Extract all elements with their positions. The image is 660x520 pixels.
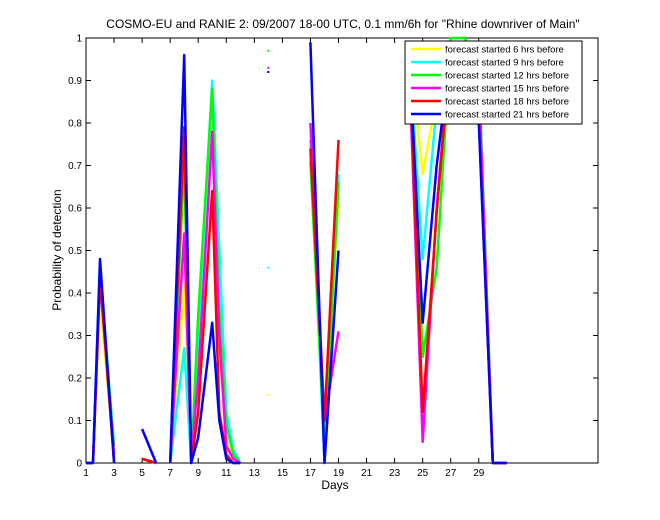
x-tick-label: 5 — [139, 468, 145, 479]
x-tick-label: 29 — [473, 468, 485, 479]
y-tick-label: 0.1 — [68, 416, 82, 427]
y-tick-label: 1 — [76, 34, 82, 45]
x-tick-label: 19 — [333, 468, 345, 479]
legend-box — [404, 40, 583, 125]
series-point — [267, 266, 270, 269]
y-axis-label: Probability of detection — [50, 189, 64, 310]
x-tick-label: 15 — [277, 468, 289, 479]
series-segment — [141, 457, 157, 465]
series-segment — [309, 139, 340, 422]
series-segment — [86, 257, 116, 465]
x-tick-label: 13 — [249, 468, 261, 479]
x-tick-label: 11 — [221, 468, 232, 479]
y-tick-label: 0.6 — [68, 204, 82, 215]
y-tick-label: 0 — [76, 459, 82, 470]
series-segment — [168, 53, 241, 465]
x-tick-label: 23 — [389, 468, 401, 479]
series-segment — [168, 130, 241, 465]
series-segment — [168, 79, 242, 465]
series-point — [267, 71, 270, 73]
chart-title: COSMO-EU and RANIE 2: 09/2007 18-00 UTC,… — [106, 17, 579, 31]
x-tick-label: 7 — [167, 468, 173, 479]
legend-entry: forecast started 9 hrs before — [445, 58, 564, 69]
y-tick-label: 0.4 — [68, 289, 82, 300]
x-tick-label: 9 — [195, 468, 201, 479]
legend-entry: forecast started 6 hrs before — [445, 45, 564, 56]
y-tick-label: 0.3 — [68, 331, 82, 342]
series-point — [267, 49, 270, 52]
x-tick-label: 1 — [83, 468, 89, 479]
legend-entry: forecast started 12 hrs before — [445, 71, 569, 82]
x-axis-label: Days — [321, 478, 348, 492]
x-tick-label: 27 — [445, 468, 457, 479]
x-tick-label: 25 — [417, 468, 429, 479]
y-tick-label: 0.8 — [68, 119, 82, 130]
y-tick-label: 0.9 — [68, 76, 82, 87]
y-tick-label: 0.7 — [68, 161, 82, 172]
series-segment — [140, 428, 158, 464]
series-segment — [309, 42, 340, 465]
series-point — [267, 66, 270, 69]
y-axis: 0 0.1 0.2 0.3 0.4 0.5 0.6 0.7 0.8 0.9 1 — [68, 34, 598, 470]
legend: forecast started 6 hrs before forecast st… — [404, 40, 583, 125]
legend-entry: forecast started 15 hrs before — [445, 84, 569, 95]
x-tick-label: 21 — [361, 468, 373, 479]
legend-entry: forecast started 18 hrs before — [445, 97, 569, 108]
series-point — [267, 394, 270, 396]
y-tick-label: 0.2 — [68, 374, 82, 385]
x-axis: 1 3 5 7 9 11 13 15 17 19 21 23 25 27 29 — [83, 38, 485, 479]
x-tick-label: 17 — [305, 468, 317, 479]
legend-entry: forecast started 21 hrs before — [445, 110, 569, 121]
y-tick-label: 0.5 — [68, 246, 82, 257]
series-lines — [86, 36, 507, 465]
x-tick-label: 3 — [111, 468, 117, 479]
